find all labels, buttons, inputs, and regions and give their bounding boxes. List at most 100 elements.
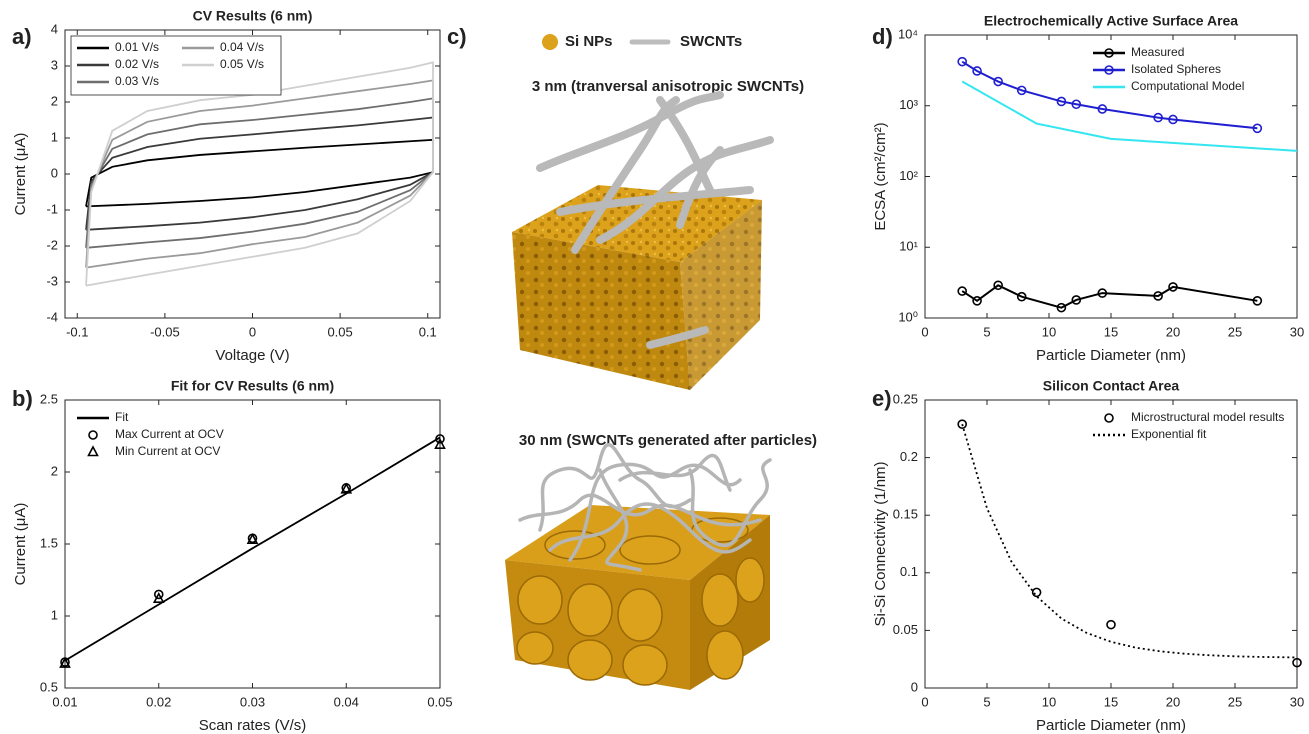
- y-tick-label: -4: [46, 309, 58, 324]
- figure: c) Si NPs SWCNTs 3 nm (tranversal anisot…: [0, 0, 1309, 734]
- x-tick-label: 20: [1166, 324, 1180, 339]
- x-tick-label: 0.02: [146, 694, 171, 709]
- legend-label: Isolated Spheres: [1131, 62, 1221, 76]
- panel-label: a): [12, 24, 32, 49]
- y-tick-label: 4: [51, 21, 58, 36]
- legend-label: 0.03 V/s: [115, 74, 159, 88]
- y-tick-label: 0.1: [900, 564, 918, 579]
- y-tick-label: 2: [51, 463, 58, 478]
- chart-title: Fit for CV Results (6 nm): [171, 378, 334, 394]
- x-tick-label: 0.1: [419, 324, 437, 339]
- y-tick-label: 0: [911, 679, 918, 694]
- x-tick-label: 0: [921, 694, 928, 709]
- y-tick-label: 10¹: [899, 239, 918, 254]
- caption: 3 nm (tranversal anisotropic SWCNTs): [532, 78, 804, 95]
- y-tick-label: 2: [51, 93, 58, 108]
- y-tick-label: 0.5: [40, 679, 58, 694]
- panel-label: e): [872, 386, 892, 411]
- x-tick-label: -0.1: [66, 324, 88, 339]
- series-line: [86, 80, 433, 267]
- panel-label: d): [872, 24, 893, 49]
- y-tick-label: -2: [46, 237, 58, 252]
- series-line: [65, 437, 440, 660]
- y-tick-label: -1: [46, 201, 58, 216]
- y-axis-label: Current (μA): [12, 503, 29, 586]
- chart: b) Fit for CV Results (6 nm) Scan rates (V…: [12, 378, 453, 734]
- y-tick-label: 10⁴: [898, 26, 918, 41]
- x-tick-label: 5: [983, 324, 990, 339]
- x-tick-label: 0.05: [327, 324, 352, 339]
- chart-title: Electrochemically Active Surface Area: [984, 13, 1238, 29]
- y-tick-label: 0.15: [893, 507, 918, 522]
- marker: [958, 58, 966, 66]
- legend-label: Si NPs: [565, 33, 613, 50]
- x-tick-label: 10: [1042, 324, 1056, 339]
- x-axis-label: Scan rates (V/s): [199, 717, 307, 734]
- panel-label: b): [12, 386, 33, 411]
- y-tick-label: 0.25: [893, 391, 918, 406]
- y-tick-label: 10²: [899, 168, 918, 183]
- legend-label: SWCNTs: [680, 33, 742, 50]
- x-tick-label: 20: [1166, 694, 1180, 709]
- x-tick-label: 25: [1228, 324, 1242, 339]
- marker: [89, 431, 97, 439]
- y-tick-label: 10⁰: [898, 309, 918, 324]
- x-axis-label: Particle Diameter (nm): [1036, 347, 1186, 364]
- y-axis-label: Si-Si Connectivity (1/nm): [872, 461, 889, 626]
- x-tick-label: 30: [1290, 694, 1304, 709]
- legend-label: Microstructural model results: [1131, 410, 1284, 424]
- series-line: [86, 98, 433, 247]
- y-tick-label: 1.5: [40, 535, 58, 550]
- series-line: [86, 62, 433, 285]
- legend-label: Max Current at OCV: [115, 427, 224, 441]
- y-tick-label: 1: [51, 129, 58, 144]
- y-tick-label: 2.5: [40, 391, 58, 406]
- x-tick-label: 0.05: [427, 694, 452, 709]
- y-tick-label: 1: [51, 607, 58, 622]
- chart-title: CV Results (6 nm): [193, 8, 313, 24]
- y-tick-label: 3: [51, 57, 58, 72]
- series-line: [962, 285, 1257, 307]
- legend-label: 0.01 V/s: [115, 40, 159, 54]
- legend-label: Exponential fit: [1131, 427, 1207, 441]
- legend-label: Measured: [1131, 45, 1184, 59]
- x-tick-label: 25: [1228, 694, 1242, 709]
- y-axis-label: ECSA (cm²/cm²): [872, 122, 889, 230]
- legend-label: Computational Model: [1131, 79, 1244, 93]
- legend-swatch: [542, 34, 558, 50]
- panel-label: c): [447, 24, 467, 49]
- x-tick-label: 0.03: [240, 694, 265, 709]
- x-tick-label: 5: [983, 694, 990, 709]
- chart: e) Silicon Contact Area Particle Diameter …: [872, 378, 1304, 734]
- marker: [89, 447, 98, 456]
- x-tick-label: 10: [1042, 694, 1056, 709]
- x-tick-label: 0: [249, 324, 256, 339]
- chart-title: Silicon Contact Area: [1043, 378, 1180, 394]
- legend-label: Fit: [115, 410, 129, 424]
- chart: d) Electrochemically Active Surface Area P…: [872, 13, 1304, 364]
- legend-label: Min Current at OCV: [115, 444, 220, 458]
- y-tick-label: 0: [51, 165, 58, 180]
- caption: 30 nm (SWCNTs generated after particles): [519, 432, 817, 449]
- x-axis-label: Particle Diameter (nm): [1036, 717, 1186, 734]
- x-tick-label: 30: [1290, 324, 1304, 339]
- y-tick-label: 0.05: [893, 622, 918, 637]
- legend-label: 0.04 V/s: [220, 40, 264, 54]
- marker: [1107, 621, 1115, 629]
- x-tick-label: 0.01: [52, 694, 77, 709]
- x-axis-label: Voltage (V): [215, 347, 289, 364]
- marker: [1033, 588, 1041, 596]
- illustration: c) Si NPs SWCNTs 3 nm (tranversal anisot…: [447, 24, 817, 690]
- y-tick-label: 10³: [899, 97, 918, 112]
- y-axis-label: Current (μA): [12, 133, 29, 216]
- x-tick-label: 0: [921, 324, 928, 339]
- series-line: [86, 117, 433, 229]
- series-line: [962, 424, 1297, 657]
- chart: a) CV Results (6 nm) Voltage (V) Current (μ…: [12, 8, 440, 364]
- x-tick-label: 15: [1104, 694, 1118, 709]
- y-tick-label: -3: [46, 273, 58, 288]
- legend-label: 0.05 V/s: [220, 57, 264, 71]
- x-tick-label: 15: [1104, 324, 1118, 339]
- x-tick-label: -0.05: [150, 324, 180, 339]
- x-tick-label: 0.04: [334, 694, 359, 709]
